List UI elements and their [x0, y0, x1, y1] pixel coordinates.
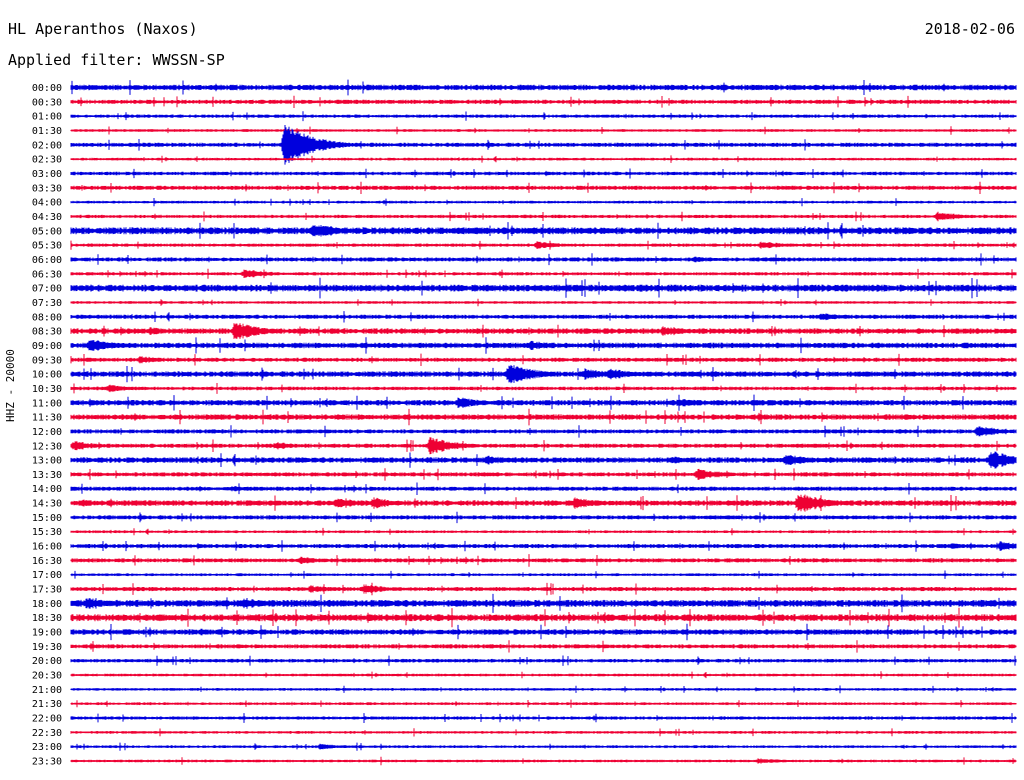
time-tick-label: 14:00: [32, 484, 62, 495]
time-tick-label: 04:30: [32, 212, 62, 223]
time-tick-label: 01:30: [32, 126, 62, 137]
time-tick-label: 22:00: [32, 714, 62, 725]
time-tick-label: 16:00: [32, 542, 62, 553]
time-tick-label: 20:30: [32, 671, 62, 682]
time-tick-label: 02:00: [32, 140, 62, 151]
time-tick-label: 17:30: [32, 585, 62, 596]
time-tick-label: 11:30: [32, 413, 62, 424]
time-tick-label: 07:30: [32, 298, 62, 309]
time-tick-label: 03:30: [32, 183, 62, 194]
time-tick-label: 21:30: [32, 699, 62, 710]
time-tick-label: 10:30: [32, 384, 62, 395]
time-tick-label: 05:00: [32, 226, 62, 237]
time-tick-label: 02:30: [32, 155, 62, 166]
time-tick-label: 12:00: [32, 427, 62, 438]
time-tick-label: 19:00: [32, 628, 62, 639]
time-tick-label: 18:00: [32, 599, 62, 610]
time-tick-label: 12:30: [32, 441, 62, 452]
time-tick-label: 05:30: [32, 241, 62, 252]
time-tick-label: 15:00: [32, 513, 62, 524]
time-tick-label: 07:00: [32, 284, 62, 295]
time-tick-label: 23:30: [32, 757, 62, 768]
time-tick-label: 09:00: [32, 341, 62, 352]
time-tick-label: 16:30: [32, 556, 62, 567]
time-tick-label: 14:30: [32, 499, 62, 510]
station-title: HL Aperanthos (Naxos): [8, 20, 198, 38]
time-tick-label: 06:30: [32, 269, 62, 280]
time-tick-label: 22:30: [32, 728, 62, 739]
time-tick-label: 19:30: [32, 642, 62, 653]
time-tick-label: 06:00: [32, 255, 62, 266]
time-tick-label: 00:00: [32, 83, 62, 94]
time-tick-label: 01:00: [32, 112, 62, 123]
time-tick-label: 18:30: [32, 613, 62, 624]
time-tick-label: 03:00: [32, 169, 62, 180]
filter-label: Applied filter: WWSSN-SP: [8, 51, 225, 69]
time-tick-label: 10:00: [32, 370, 62, 381]
time-tick-label: 11:00: [32, 398, 62, 409]
time-tick-label: 23:00: [32, 742, 62, 753]
time-tick-label: 00:30: [32, 97, 62, 108]
time-tick-label: 15:30: [32, 527, 62, 538]
time-tick-label: 08:00: [32, 312, 62, 323]
time-tick-label: 20:00: [32, 656, 62, 667]
time-tick-label: 08:30: [32, 327, 62, 338]
time-tick-label: 09:30: [32, 355, 62, 366]
date-label: 2018-02-06: [924, 20, 1015, 38]
time-tick-label: 13:30: [32, 470, 62, 481]
time-tick-label: 21:00: [32, 685, 62, 696]
time-tick-label: 17:00: [32, 570, 62, 581]
time-tick-label: 04:00: [32, 198, 62, 209]
time-tick-label: 13:00: [32, 456, 62, 467]
